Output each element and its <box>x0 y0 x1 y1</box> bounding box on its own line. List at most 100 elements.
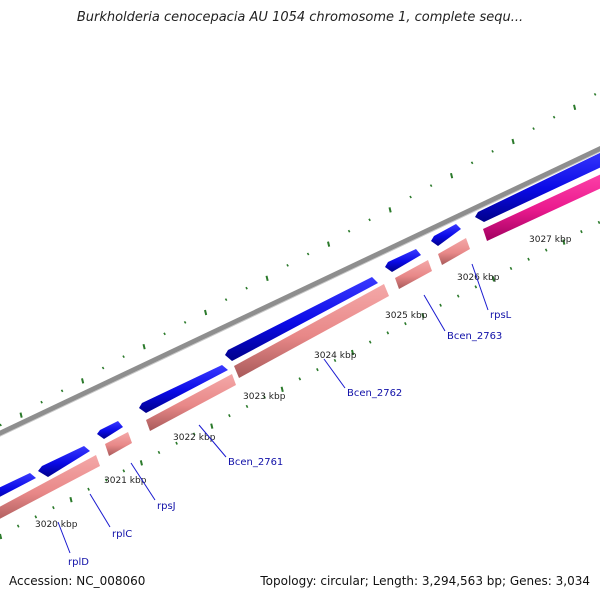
gene-forward-7[interactable] <box>431 224 461 246</box>
inner-tick <box>210 423 214 429</box>
outer-tick <box>224 298 228 302</box>
gene-label-leader <box>423 294 446 332</box>
inner-tick <box>562 239 566 245</box>
inner-tick <box>298 377 302 381</box>
inner-tick <box>87 487 90 491</box>
reverse-strand <box>0 170 600 524</box>
outer-tick <box>327 241 331 247</box>
outer-tick <box>40 400 43 404</box>
gene-label[interactable]: rplC <box>112 529 132 540</box>
inner-tick <box>69 496 73 503</box>
gene-forward-8[interactable] <box>475 148 600 222</box>
outer-tick <box>142 343 146 350</box>
gene-reverse-3[interactable] <box>146 374 236 431</box>
inner-tick <box>52 506 55 510</box>
gene-forward-5[interactable] <box>225 277 378 361</box>
chromosome-backbone <box>0 145 600 437</box>
inner-tick <box>544 248 548 252</box>
outer-tick <box>19 412 23 418</box>
outer-tick <box>306 252 310 256</box>
outer-tick <box>0 423 2 427</box>
inner-tick <box>280 386 284 393</box>
tick-label: 3026 kbp <box>457 273 500 283</box>
gene-label[interactable]: rpsJ <box>157 501 176 512</box>
gene-forward-4[interactable] <box>139 365 228 413</box>
outer-tick <box>491 149 494 153</box>
outer-tick <box>429 184 433 188</box>
inner-tick <box>509 266 513 271</box>
inner-tick <box>104 478 108 482</box>
gene-label-leader <box>198 424 227 458</box>
inner-tick <box>157 450 161 455</box>
inner-tick <box>527 257 530 261</box>
outer-tick <box>511 138 515 145</box>
gene-label[interactable]: Bcen_2761 <box>228 457 283 468</box>
gene-reverse-4[interactable] <box>234 284 389 378</box>
gene-reverse-2[interactable] <box>105 432 132 456</box>
inner-tick <box>192 432 196 436</box>
gene-labels: rplD rplC rpsJ Bcen_2761 Bcen_2762 Bcen_2763 r… <box>57 263 512 568</box>
inner-tick <box>34 515 38 519</box>
gene-label[interactable]: rplD <box>68 557 89 568</box>
inner-tick <box>439 303 442 307</box>
inner-tick-ring <box>0 220 600 540</box>
outer-tick <box>552 115 556 119</box>
inner-tick <box>175 441 178 445</box>
outer-tick <box>286 263 289 267</box>
outer-tick <box>60 389 64 393</box>
map-title: Burkholderia cenocepacia AU 1054 chromos… <box>76 10 524 25</box>
outer-tick <box>388 207 392 213</box>
gene-label-leader <box>89 493 111 528</box>
inner-tick <box>386 331 390 335</box>
tick-label: 3021 kbp <box>104 476 147 486</box>
inner-tick <box>491 276 495 282</box>
outer-tick <box>450 172 454 179</box>
gene-label-leader <box>57 521 71 554</box>
outer-tick <box>101 366 105 370</box>
outer-tick <box>532 127 535 131</box>
inner-tick <box>597 220 600 225</box>
tick-label: 3025 kbp <box>385 311 428 321</box>
gene-label-leader <box>323 358 346 389</box>
tick-label: 3023 kbp <box>243 392 286 402</box>
outer-tick <box>593 92 597 96</box>
inner-tick <box>122 469 126 473</box>
inner-tick <box>228 414 231 418</box>
inner-tick <box>263 395 266 399</box>
inner-tick <box>368 340 372 344</box>
gene-label[interactable]: rpsL <box>490 310 512 321</box>
gene-reverse-7[interactable] <box>483 170 600 241</box>
outer-tick <box>122 355 125 359</box>
tick-label: 3027 kbp <box>529 235 572 245</box>
gene-reverse-6[interactable] <box>438 238 470 265</box>
gene-forward-3[interactable] <box>97 421 123 439</box>
outer-tick <box>81 378 85 384</box>
inner-tick <box>16 524 20 528</box>
gene-forward-1[interactable] <box>0 473 36 502</box>
gene-label[interactable]: Bcen_2763 <box>447 331 502 342</box>
inner-tick <box>404 322 407 326</box>
gene-reverse-1[interactable] <box>0 455 100 524</box>
inner-tick <box>245 404 249 409</box>
outer-tick <box>409 195 412 199</box>
outer-tick <box>163 332 166 336</box>
forward-strand <box>0 148 600 502</box>
topology-summary: Topology: circular; Length: 3,294,563 bp… <box>260 574 590 588</box>
inner-tick <box>580 230 583 234</box>
outer-tick <box>204 309 208 316</box>
inner-tick <box>333 358 337 363</box>
gene-forward-6[interactable] <box>385 249 421 272</box>
inner-tick <box>351 349 355 356</box>
gene-label[interactable]: Bcen_2762 <box>347 388 402 399</box>
gene-forward-2[interactable] <box>38 446 90 477</box>
outer-tick <box>183 320 187 324</box>
outer-tick-ring <box>0 92 597 427</box>
tick-label: 3024 kbp <box>314 351 357 361</box>
tick-label: 3022 kbp <box>173 433 216 443</box>
accession-text: Accession: NC_008060 <box>9 574 146 588</box>
gene-reverse-5[interactable] <box>395 260 432 289</box>
inner-tick <box>456 294 460 298</box>
inner-tick <box>474 285 478 289</box>
tick-label: 3020 kbp <box>35 520 78 530</box>
